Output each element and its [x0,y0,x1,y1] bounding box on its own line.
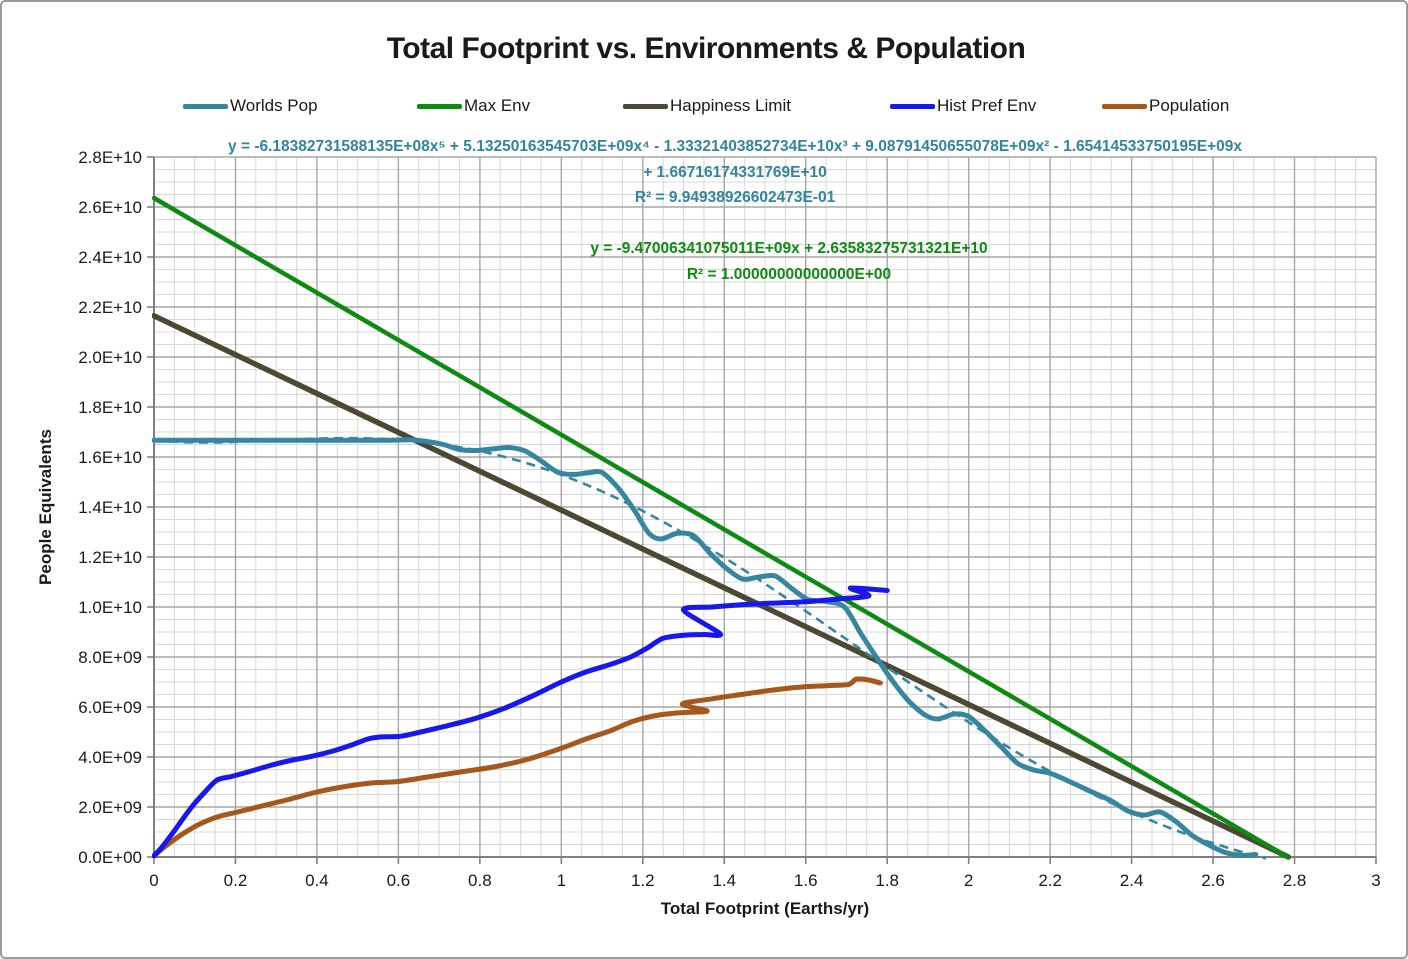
svg-text:0.0E+00: 0.0E+00 [78,848,142,867]
svg-text:2.4: 2.4 [1120,871,1144,890]
svg-text:2.6: 2.6 [1201,871,1225,890]
svg-text:2.2E+10: 2.2E+10 [78,298,142,317]
svg-text:2.2: 2.2 [1038,871,1062,890]
legend-item-population: Population [1102,96,1229,116]
svg-text:2: 2 [964,871,973,890]
legend-label-max-env: Max Env [464,96,531,115]
legend-item-happiness-limit: Happiness Limit [623,96,791,116]
legend-item-max-env: Max Env [417,96,530,116]
svg-text:1.8E+10: 1.8E+10 [78,398,142,417]
svg-text:0.4: 0.4 [305,871,329,890]
polynomial-trendline-equation: y = -6.18382731588135E+08x⁵ + 5.13250163… [95,134,1375,211]
svg-text:0.8: 0.8 [468,871,492,890]
svg-text:2.4E+10: 2.4E+10 [78,248,142,267]
svg-text:2.0E+10: 2.0E+10 [78,348,142,367]
svg-text:0.2: 0.2 [224,871,248,890]
poly-equation-line2: + 1.66716174331769E+10 [643,163,827,181]
svg-text:2.6E+10: 2.6E+10 [78,198,142,217]
linear-equation-line1: y = -9.47006341075011E+09x + 2.635832757… [590,240,988,257]
svg-text:2.0E+09: 2.0E+09 [78,798,142,817]
svg-text:1.0E+10: 1.0E+10 [78,598,142,617]
svg-text:8.0E+09: 8.0E+09 [78,648,142,667]
svg-text:1.6: 1.6 [794,871,818,890]
poly-equation-r2: R² = 9.94938926602473E-01 [634,189,836,206]
population-line-swatch-icon [1102,103,1147,109]
svg-text:4.0E+09: 4.0E+09 [78,748,142,767]
legend-label-hist-pref-env: Hist Pref Env [937,96,1037,115]
svg-text:1: 1 [557,871,566,890]
poly-equation-line1: y = -6.18382731588135E+08x⁵ + 5.13250163… [228,138,1242,155]
happiness-limit-line-swatch-icon [623,103,668,109]
series-line-worlds-pop [152,437,1259,858]
legend-item-worlds-pop: Worlds Pop [183,96,318,116]
worlds-pop-poly-trendline [153,436,1267,860]
chart-title: Total Footprint vs. Environments & Popul… [386,32,1026,65]
svg-text:3: 3 [1371,871,1380,890]
worlds-pop-line-swatch-icon [183,103,228,109]
linear-equation: y = -9.47006341075011E+09x + 2.635832757… [489,236,1089,287]
svg-text:1.4E+10: 1.4E+10 [78,498,142,517]
series-line-population [152,676,883,859]
svg-text:0: 0 [149,871,158,890]
svg-text:1.2: 1.2 [631,871,655,890]
series-line-max-env [152,195,1290,860]
svg-text:1.6E+10: 1.6E+10 [78,448,142,467]
series-line-hist-pref-env [152,585,890,859]
y-axis-title: People Equivalents [36,429,55,585]
hist-pref-env-line-swatch-icon [890,103,935,109]
x-axis-title: Total Footprint (Earths/yr) [660,899,870,918]
svg-text:2.8E+10: 2.8E+10 [78,148,142,167]
svg-text:1.8: 1.8 [875,871,899,890]
legend-label-happiness-limit: Happiness Limit [670,96,791,115]
linear-equation-r2: R² = 1.00000000000000E+00 [686,265,892,283]
legend-item-hist-pref-env: Hist Pref Env [890,96,1036,116]
series-line-happiness-limit [152,313,1292,860]
svg-text:1.4: 1.4 [712,871,736,890]
max-env-line-swatch-icon [417,103,462,109]
legend-label-worlds-pop: Worlds Pop [230,96,318,115]
svg-text:0.6: 0.6 [387,871,411,890]
svg-text:2.8: 2.8 [1283,871,1307,890]
svg-text:1.2E+10: 1.2E+10 [78,548,142,567]
svg-text:6.0E+09: 6.0E+09 [78,698,142,717]
legend-label-population: Population [1149,96,1230,115]
